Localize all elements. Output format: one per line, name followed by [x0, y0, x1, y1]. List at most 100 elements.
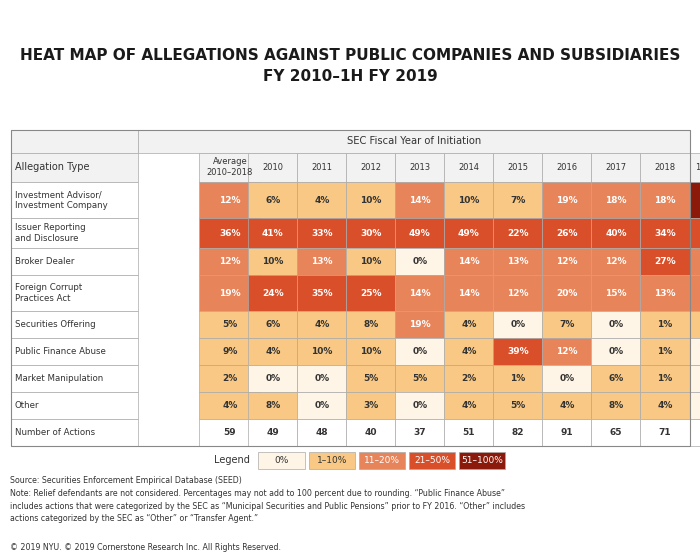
- Bar: [309, 452, 355, 469]
- Text: 35%: 35%: [311, 289, 332, 297]
- Bar: [444, 392, 493, 419]
- Bar: [494, 338, 542, 365]
- Bar: [298, 419, 346, 446]
- Text: 2010: 2010: [262, 163, 284, 172]
- Bar: [298, 152, 346, 182]
- Text: 27%: 27%: [654, 257, 675, 266]
- Text: Investment Advisor/
Investment Company: Investment Advisor/ Investment Company: [15, 190, 107, 211]
- Text: Broker Dealer: Broker Dealer: [15, 257, 74, 266]
- Text: 11–20%: 11–20%: [364, 456, 400, 465]
- Bar: [10, 419, 138, 446]
- Bar: [298, 182, 346, 218]
- Bar: [494, 182, 542, 218]
- Text: 25%: 25%: [360, 289, 382, 297]
- Bar: [10, 311, 138, 338]
- Bar: [199, 365, 260, 392]
- Bar: [640, 248, 690, 275]
- Bar: [395, 365, 444, 392]
- Bar: [542, 338, 592, 365]
- Text: 4%: 4%: [461, 320, 477, 329]
- Bar: [346, 218, 395, 248]
- Text: 12%: 12%: [606, 257, 626, 266]
- Bar: [10, 182, 138, 218]
- Bar: [409, 452, 455, 469]
- Bar: [640, 311, 690, 338]
- Bar: [138, 130, 690, 152]
- Text: 12%: 12%: [556, 257, 577, 266]
- Text: 14%: 14%: [409, 289, 430, 297]
- Text: SEC Fiscal Year of Initiation: SEC Fiscal Year of Initiation: [346, 136, 481, 146]
- Text: 4%: 4%: [314, 196, 330, 205]
- Bar: [248, 392, 298, 419]
- Text: 14%: 14%: [458, 257, 480, 266]
- Bar: [444, 218, 493, 248]
- Text: 4%: 4%: [559, 401, 575, 410]
- Bar: [690, 311, 700, 338]
- Bar: [248, 311, 298, 338]
- Text: 40%: 40%: [606, 229, 626, 238]
- Text: 0%: 0%: [559, 374, 575, 383]
- Text: 19%: 19%: [556, 196, 578, 205]
- Text: 10%: 10%: [311, 347, 332, 356]
- Bar: [248, 338, 298, 365]
- Text: 21–50%: 21–50%: [414, 456, 450, 465]
- Text: 34%: 34%: [654, 229, 675, 238]
- Bar: [359, 452, 405, 469]
- Bar: [10, 152, 138, 182]
- Bar: [346, 365, 395, 392]
- Text: 24%: 24%: [262, 289, 284, 297]
- Bar: [690, 182, 700, 218]
- Text: 4%: 4%: [314, 320, 330, 329]
- Text: 51–100%: 51–100%: [461, 456, 503, 465]
- Text: 36%: 36%: [219, 229, 241, 238]
- Text: 1%: 1%: [657, 374, 673, 383]
- Text: 0%: 0%: [314, 374, 330, 383]
- Bar: [248, 365, 298, 392]
- Bar: [10, 338, 138, 365]
- Bar: [395, 275, 444, 311]
- Text: 6%: 6%: [265, 196, 281, 205]
- Text: 49%: 49%: [458, 229, 480, 238]
- Text: 1%: 1%: [657, 347, 673, 356]
- Bar: [346, 275, 395, 311]
- Text: 1%: 1%: [510, 374, 526, 383]
- Text: Number of Actions: Number of Actions: [15, 428, 94, 437]
- Bar: [494, 311, 542, 338]
- Bar: [592, 365, 640, 392]
- Bar: [346, 311, 395, 338]
- Bar: [542, 218, 592, 248]
- Bar: [592, 152, 640, 182]
- Text: 2%: 2%: [222, 374, 237, 383]
- Text: 33%: 33%: [311, 229, 332, 238]
- Text: 4%: 4%: [222, 401, 237, 410]
- Text: 0%: 0%: [412, 257, 428, 266]
- Text: 22%: 22%: [508, 229, 528, 238]
- Text: HEAT MAP OF ALLEGATIONS AGAINST PUBLIC COMPANIES AND SUBSIDIARIES
FY 2010–1H FY : HEAT MAP OF ALLEGATIONS AGAINST PUBLIC C…: [20, 49, 680, 84]
- Text: 14%: 14%: [458, 289, 480, 297]
- Bar: [199, 311, 260, 338]
- Text: 7%: 7%: [559, 320, 575, 329]
- Bar: [248, 419, 298, 446]
- Bar: [494, 392, 542, 419]
- Bar: [248, 152, 298, 182]
- Text: 0%: 0%: [510, 320, 526, 329]
- Bar: [346, 182, 395, 218]
- Text: 19%: 19%: [409, 320, 430, 329]
- Text: 2014: 2014: [458, 163, 480, 172]
- Text: 20%: 20%: [556, 289, 577, 297]
- Bar: [10, 365, 138, 392]
- Bar: [640, 338, 690, 365]
- Text: 12%: 12%: [508, 289, 528, 297]
- Text: 13%: 13%: [311, 257, 332, 266]
- Text: 10%: 10%: [360, 196, 382, 205]
- Bar: [199, 182, 260, 218]
- Bar: [640, 182, 690, 218]
- Text: 18%: 18%: [654, 196, 675, 205]
- Text: 5%: 5%: [412, 374, 428, 383]
- Text: 0%: 0%: [608, 347, 624, 356]
- Bar: [395, 152, 444, 182]
- Bar: [258, 452, 304, 469]
- Text: 3%: 3%: [363, 401, 379, 410]
- Text: 91: 91: [561, 428, 573, 437]
- Bar: [690, 152, 700, 182]
